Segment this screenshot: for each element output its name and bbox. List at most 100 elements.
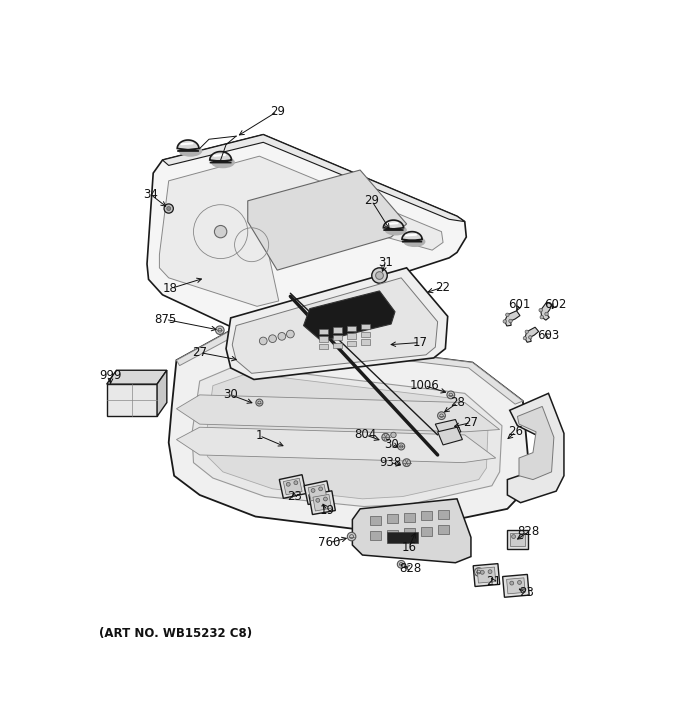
- Polygon shape: [176, 395, 500, 432]
- Text: 19: 19: [320, 504, 335, 517]
- Circle shape: [438, 412, 445, 419]
- Polygon shape: [435, 419, 461, 437]
- Ellipse shape: [211, 156, 235, 168]
- Circle shape: [528, 336, 532, 339]
- Text: 34: 34: [143, 188, 158, 201]
- Circle shape: [540, 316, 543, 319]
- Bar: [370, 531, 381, 540]
- Circle shape: [520, 534, 524, 539]
- Bar: [387, 530, 398, 539]
- Polygon shape: [438, 427, 462, 445]
- Polygon shape: [177, 140, 199, 151]
- Polygon shape: [192, 366, 502, 507]
- Circle shape: [278, 332, 286, 340]
- Circle shape: [480, 571, 484, 574]
- Bar: [405, 528, 415, 537]
- Text: 30: 30: [384, 438, 399, 450]
- Polygon shape: [304, 481, 331, 505]
- Circle shape: [311, 489, 315, 492]
- Polygon shape: [107, 370, 167, 384]
- Circle shape: [167, 206, 171, 211]
- Polygon shape: [384, 220, 403, 230]
- Bar: [347, 333, 356, 339]
- Bar: [422, 526, 432, 536]
- Text: 29: 29: [270, 105, 285, 118]
- Circle shape: [391, 432, 396, 437]
- Text: 30: 30: [223, 388, 238, 401]
- Circle shape: [294, 481, 298, 484]
- Polygon shape: [248, 170, 407, 270]
- Polygon shape: [159, 156, 443, 306]
- Circle shape: [256, 399, 263, 406]
- Bar: [333, 342, 342, 348]
- Circle shape: [316, 498, 320, 502]
- Polygon shape: [226, 268, 447, 379]
- Text: 875: 875: [154, 313, 177, 326]
- Circle shape: [509, 319, 512, 323]
- Polygon shape: [176, 332, 523, 404]
- Text: 23: 23: [287, 490, 302, 503]
- Circle shape: [216, 326, 224, 334]
- Circle shape: [164, 204, 173, 213]
- Circle shape: [545, 312, 548, 316]
- Bar: [347, 326, 356, 331]
- Circle shape: [324, 497, 327, 501]
- Text: 29: 29: [364, 194, 379, 207]
- Circle shape: [269, 334, 277, 342]
- Polygon shape: [163, 135, 464, 222]
- Polygon shape: [279, 475, 306, 498]
- Text: 27: 27: [464, 416, 479, 429]
- Circle shape: [403, 459, 411, 466]
- Ellipse shape: [403, 236, 426, 247]
- Circle shape: [286, 482, 290, 487]
- Circle shape: [488, 570, 492, 573]
- Text: 602: 602: [544, 298, 566, 311]
- Text: (ART NO. WB15232 C8): (ART NO. WB15232 C8): [99, 627, 252, 640]
- Text: 938: 938: [379, 456, 401, 469]
- Text: 804: 804: [354, 429, 377, 442]
- Polygon shape: [541, 302, 552, 320]
- Text: 17: 17: [412, 336, 427, 349]
- Polygon shape: [308, 484, 327, 501]
- Polygon shape: [507, 578, 525, 594]
- Circle shape: [475, 568, 483, 576]
- Circle shape: [398, 443, 405, 450]
- Bar: [361, 340, 370, 345]
- Circle shape: [259, 337, 267, 345]
- Circle shape: [506, 313, 509, 316]
- Polygon shape: [147, 135, 466, 329]
- Polygon shape: [505, 311, 520, 326]
- Bar: [422, 511, 432, 521]
- Circle shape: [214, 225, 227, 237]
- Text: 31: 31: [378, 256, 393, 269]
- Circle shape: [375, 272, 384, 279]
- Polygon shape: [477, 567, 496, 583]
- Circle shape: [517, 581, 522, 584]
- Polygon shape: [402, 232, 422, 242]
- Circle shape: [382, 434, 390, 441]
- Text: 828: 828: [399, 562, 422, 575]
- Text: 828: 828: [517, 526, 539, 539]
- Polygon shape: [352, 499, 471, 563]
- Bar: [370, 515, 381, 525]
- Bar: [333, 334, 342, 340]
- Text: 16: 16: [401, 541, 416, 554]
- Text: 1006: 1006: [409, 379, 439, 392]
- Polygon shape: [525, 327, 539, 342]
- Polygon shape: [107, 384, 157, 416]
- Text: 21: 21: [486, 575, 501, 588]
- Polygon shape: [176, 427, 496, 463]
- Bar: [405, 513, 415, 522]
- Bar: [387, 532, 418, 543]
- Polygon shape: [209, 151, 231, 163]
- Bar: [387, 514, 398, 523]
- Text: 23: 23: [520, 586, 534, 599]
- Bar: [361, 324, 370, 329]
- Text: 999: 999: [99, 369, 122, 382]
- Polygon shape: [517, 406, 554, 479]
- Circle shape: [372, 268, 387, 283]
- Bar: [319, 337, 328, 342]
- Text: 601: 601: [509, 298, 531, 311]
- Text: 603: 603: [537, 329, 560, 342]
- Circle shape: [523, 337, 526, 340]
